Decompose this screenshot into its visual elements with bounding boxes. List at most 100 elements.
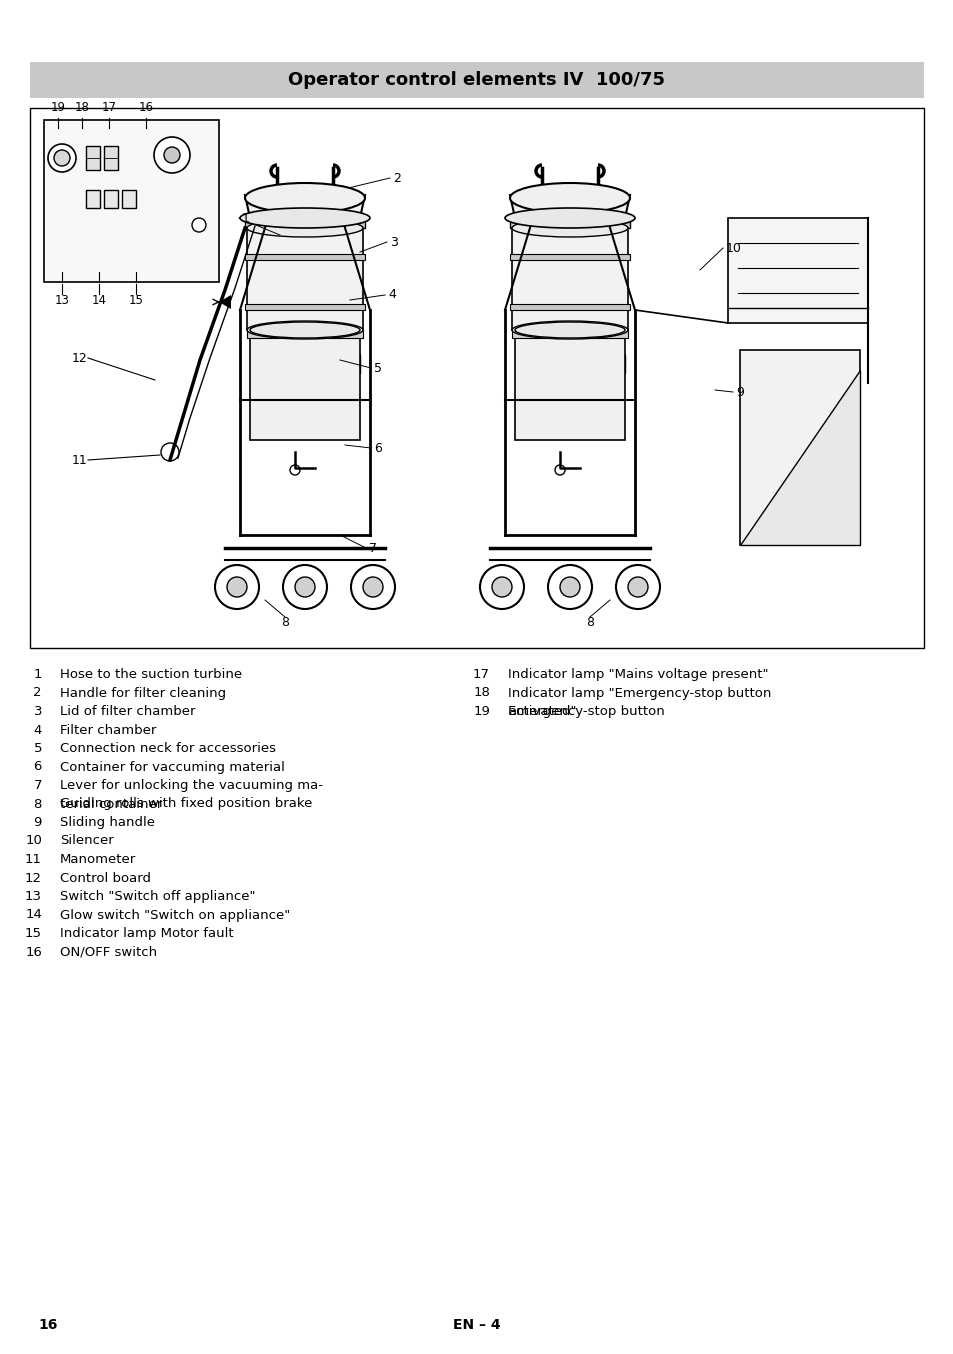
Bar <box>245 305 365 310</box>
Text: 6: 6 <box>33 761 42 773</box>
Ellipse shape <box>247 321 363 338</box>
Text: 11: 11 <box>25 853 42 867</box>
Ellipse shape <box>510 183 629 213</box>
Bar <box>44 121 219 282</box>
Text: Control board: Control board <box>60 872 151 884</box>
Text: 18: 18 <box>74 102 90 114</box>
Text: Lid of filter chamber: Lid of filter chamber <box>60 705 195 718</box>
Circle shape <box>351 565 395 609</box>
Circle shape <box>492 577 512 597</box>
Text: EN – 4: EN – 4 <box>453 1317 500 1332</box>
Text: Indicator lamp Motor fault: Indicator lamp Motor fault <box>60 927 233 940</box>
Circle shape <box>479 565 523 609</box>
Text: Silencer: Silencer <box>60 834 113 848</box>
Ellipse shape <box>330 348 359 362</box>
Text: 4: 4 <box>33 723 42 737</box>
Text: 9: 9 <box>735 386 743 398</box>
Bar <box>510 255 629 260</box>
Circle shape <box>283 565 327 609</box>
Text: 10: 10 <box>725 241 741 255</box>
Bar <box>30 62 923 97</box>
Text: 17: 17 <box>101 102 116 114</box>
Text: 19: 19 <box>51 102 66 114</box>
Text: 4: 4 <box>388 288 395 302</box>
Bar <box>247 227 363 330</box>
Bar <box>86 146 100 171</box>
Circle shape <box>555 464 564 475</box>
Polygon shape <box>245 195 365 218</box>
Bar <box>515 330 624 440</box>
Bar <box>330 355 359 372</box>
Text: 13: 13 <box>54 294 70 306</box>
Text: Glow switch "Switch on appliance": Glow switch "Switch on appliance" <box>60 909 290 922</box>
Text: 2: 2 <box>33 686 42 700</box>
Text: 1: 1 <box>242 211 250 225</box>
Bar <box>104 146 118 171</box>
Text: Emergency-stop button: Emergency-stop button <box>507 705 664 718</box>
Circle shape <box>164 148 180 162</box>
Text: Guiding rolls with fixed position brake: Guiding rolls with fixed position brake <box>60 798 312 811</box>
Text: Indicator lamp "Mains voltage present": Indicator lamp "Mains voltage present" <box>507 668 768 681</box>
Text: 1: 1 <box>33 668 42 681</box>
Text: 16: 16 <box>25 945 42 959</box>
Circle shape <box>54 150 70 167</box>
Bar <box>122 190 136 209</box>
Text: 15: 15 <box>129 294 143 306</box>
Text: Lever for unlocking the vacuuming ma-: Lever for unlocking the vacuuming ma- <box>60 779 323 792</box>
Text: Hose to the suction turbine: Hose to the suction turbine <box>60 668 242 681</box>
Text: Connection neck for accessories: Connection neck for accessories <box>60 742 275 756</box>
Text: 16: 16 <box>38 1317 57 1332</box>
Text: 17: 17 <box>473 668 490 681</box>
Text: 10: 10 <box>25 834 42 848</box>
Text: 7: 7 <box>33 779 42 792</box>
Ellipse shape <box>250 322 359 338</box>
Text: 8: 8 <box>281 616 289 628</box>
Circle shape <box>153 137 190 173</box>
Circle shape <box>48 144 76 172</box>
Ellipse shape <box>240 209 370 227</box>
Text: Container for vaccuming material: Container for vaccuming material <box>60 761 285 773</box>
Text: terial container: terial container <box>60 798 162 811</box>
Text: 15: 15 <box>25 927 42 940</box>
Text: Filter chamber: Filter chamber <box>60 723 156 737</box>
Text: 18: 18 <box>473 686 490 700</box>
Circle shape <box>363 577 382 597</box>
Text: 2: 2 <box>393 172 400 184</box>
Bar <box>250 330 359 440</box>
Ellipse shape <box>512 321 627 338</box>
Bar <box>727 218 867 324</box>
Circle shape <box>290 464 299 475</box>
Circle shape <box>616 565 659 609</box>
Circle shape <box>294 577 314 597</box>
Bar <box>512 227 627 330</box>
Text: 16: 16 <box>138 102 153 114</box>
Text: Operator control elements IV  100/75: Operator control elements IV 100/75 <box>288 70 665 89</box>
Ellipse shape <box>595 348 624 362</box>
Ellipse shape <box>247 219 363 237</box>
Bar <box>247 330 363 338</box>
Circle shape <box>192 218 206 232</box>
Text: 5: 5 <box>33 742 42 756</box>
Circle shape <box>161 443 179 460</box>
Ellipse shape <box>504 209 635 227</box>
Polygon shape <box>510 195 629 218</box>
Text: Sliding handle: Sliding handle <box>60 816 154 829</box>
Text: ON/OFF switch: ON/OFF switch <box>60 945 157 959</box>
Bar <box>595 355 624 372</box>
Ellipse shape <box>245 183 365 213</box>
Bar <box>510 218 629 227</box>
Text: 14: 14 <box>25 909 42 922</box>
Text: 3: 3 <box>33 705 42 718</box>
Text: 12: 12 <box>25 872 42 884</box>
Circle shape <box>547 565 592 609</box>
Ellipse shape <box>539 355 589 385</box>
Ellipse shape <box>515 322 624 338</box>
Text: 9: 9 <box>33 816 42 829</box>
Circle shape <box>214 565 258 609</box>
Ellipse shape <box>512 219 627 237</box>
Bar <box>245 218 365 227</box>
Bar <box>512 330 627 338</box>
Bar <box>740 349 859 546</box>
Circle shape <box>559 577 579 597</box>
Text: 12: 12 <box>72 352 88 364</box>
